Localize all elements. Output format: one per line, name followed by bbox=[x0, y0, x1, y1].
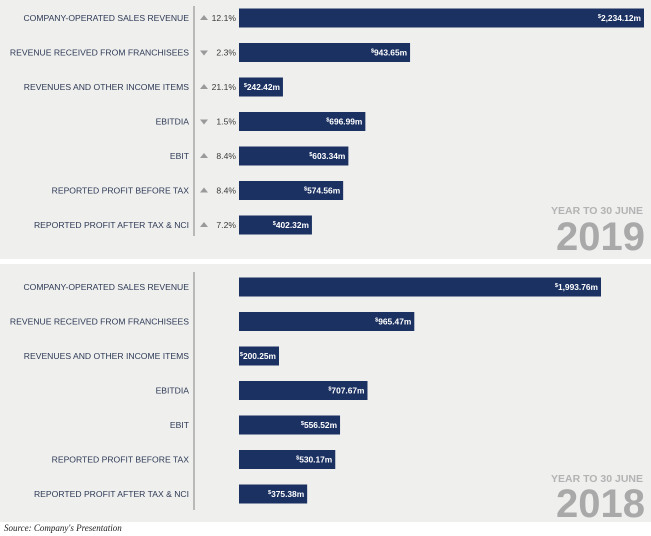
value-label: $1,993.76m bbox=[555, 282, 598, 292]
currency-symbol: $ bbox=[240, 352, 243, 358]
category-label: REPORTED PROFIT BEFORE TAX bbox=[52, 455, 190, 465]
currency-symbol: $ bbox=[375, 318, 378, 324]
value-label: $2,234.12m bbox=[598, 13, 641, 23]
year-caption: YEAR TO 30 JUNE bbox=[551, 205, 643, 217]
value-label: $375.38m bbox=[268, 489, 304, 499]
value-label: $242.42m bbox=[244, 82, 280, 92]
bar bbox=[239, 277, 601, 297]
category-label: EBITDIA bbox=[156, 386, 190, 396]
value-amount: 943.65m bbox=[374, 48, 407, 58]
category-label: EBIT bbox=[170, 420, 190, 430]
bar bbox=[239, 181, 344, 200]
category-label: EBITDIA bbox=[156, 117, 190, 127]
bar bbox=[239, 381, 368, 400]
bar bbox=[239, 146, 349, 166]
category-label: REPORTED PROFIT BEFORE TAX bbox=[52, 186, 190, 196]
value-amount: 530.17m bbox=[299, 455, 332, 465]
change-percent: 2.3% bbox=[216, 48, 236, 58]
change-percent: 1.5% bbox=[216, 117, 236, 127]
category-label: REPORTED PROFIT AFTER TAX & NCI bbox=[34, 220, 189, 230]
value-amount: 556.52m bbox=[304, 420, 337, 430]
bar-chart-2018: COMPANY-OPERATED SALES REVENUE $1,993.76m… bbox=[10, 272, 645, 522]
value-label: $696.99m bbox=[326, 117, 362, 127]
currency-symbol: $ bbox=[296, 456, 299, 462]
year-label: 2019 bbox=[556, 215, 645, 259]
bar bbox=[239, 43, 411, 62]
value-amount: 965.47m bbox=[378, 317, 411, 327]
currency-symbol: $ bbox=[555, 283, 558, 289]
category-label: COMPANY-OPERATED SALES REVENUE bbox=[23, 282, 189, 292]
bar bbox=[239, 8, 644, 28]
value-amount: 375.38m bbox=[271, 489, 304, 499]
change-percent: 7.2% bbox=[216, 220, 236, 230]
arrow-down-icon bbox=[200, 50, 208, 56]
value-amount: 2,234.12m bbox=[601, 13, 641, 23]
value-amount: 200.25m bbox=[243, 351, 276, 361]
bar bbox=[239, 312, 415, 331]
value-label: $574.56m bbox=[304, 186, 340, 196]
change-percent: 12.1% bbox=[212, 13, 237, 23]
category-label: REVENUE RECEIVED FROM FRANCHISEES bbox=[10, 317, 189, 327]
value-amount: 696.99m bbox=[329, 117, 362, 127]
currency-symbol: $ bbox=[304, 187, 307, 193]
currency-symbol: $ bbox=[273, 221, 276, 227]
value-label: $556.52m bbox=[301, 420, 337, 430]
bar bbox=[239, 415, 341, 435]
bar bbox=[239, 484, 308, 504]
currency-symbol: $ bbox=[244, 83, 247, 89]
arrow-up-icon bbox=[200, 187, 208, 193]
bar-chart-2019: COMPANY-OPERATED SALES REVENUE 12.1% $2,23… bbox=[10, 6, 645, 259]
category-label: REVENUES AND OTHER INCOME ITEMS bbox=[24, 351, 189, 361]
currency-symbol: $ bbox=[371, 49, 374, 55]
arrow-down-icon bbox=[200, 119, 208, 125]
bar bbox=[239, 346, 279, 366]
bar bbox=[239, 112, 366, 131]
bar bbox=[239, 215, 312, 235]
value-label: $200.25m bbox=[240, 351, 276, 361]
value-label: $943.65m bbox=[371, 48, 407, 58]
change-percent: 8.4% bbox=[216, 151, 236, 161]
category-label: COMPANY-OPERATED SALES REVENUE bbox=[23, 13, 189, 23]
arrow-up-icon bbox=[200, 15, 208, 20]
year-label: 2018 bbox=[556, 482, 645, 522]
chart-panel-2018: COMPANY-OPERATED SALES REVENUE $1,993.76m… bbox=[0, 264, 651, 522]
value-amount: 242.42m bbox=[247, 82, 280, 92]
category-label: REVENUE RECEIVED FROM FRANCHISEES bbox=[10, 48, 189, 58]
value-label: $707.67m bbox=[328, 386, 364, 396]
category-label: REPORTED PROFIT AFTER TAX & NCI bbox=[34, 489, 189, 499]
bar bbox=[239, 450, 336, 469]
value-amount: 707.67m bbox=[331, 386, 364, 396]
currency-symbol: $ bbox=[309, 152, 312, 158]
value-label: $402.32m bbox=[273, 220, 309, 230]
value-label: $530.17m bbox=[296, 455, 332, 465]
currency-symbol: $ bbox=[301, 421, 304, 427]
value-label: $603.34m bbox=[309, 151, 345, 161]
arrow-up-icon bbox=[200, 153, 208, 158]
arrow-up-icon bbox=[200, 84, 208, 89]
value-amount: 1,993.76m bbox=[558, 282, 598, 292]
year-caption: YEAR TO 30 JUNE bbox=[551, 473, 643, 485]
change-percent: 8.4% bbox=[216, 186, 236, 196]
value-amount: 603.34m bbox=[312, 151, 345, 161]
currency-symbol: $ bbox=[326, 118, 329, 124]
value-label: $965.47m bbox=[375, 317, 411, 327]
bar bbox=[239, 77, 283, 97]
currency-symbol: $ bbox=[268, 490, 271, 496]
value-amount: 574.56m bbox=[307, 186, 340, 196]
currency-symbol: $ bbox=[598, 14, 601, 20]
category-label: REVENUES AND OTHER INCOME ITEMS bbox=[24, 82, 189, 92]
arrow-up-icon bbox=[200, 222, 208, 227]
change-percent: 21.1% bbox=[212, 82, 237, 92]
source-note: Source: Company's Presentation bbox=[4, 523, 122, 533]
currency-symbol: $ bbox=[328, 387, 331, 393]
category-label: EBIT bbox=[170, 151, 190, 161]
chart-panel-2019: COMPANY-OPERATED SALES REVENUE 12.1% $2,23… bbox=[0, 0, 651, 259]
value-amount: 402.32m bbox=[276, 220, 309, 230]
